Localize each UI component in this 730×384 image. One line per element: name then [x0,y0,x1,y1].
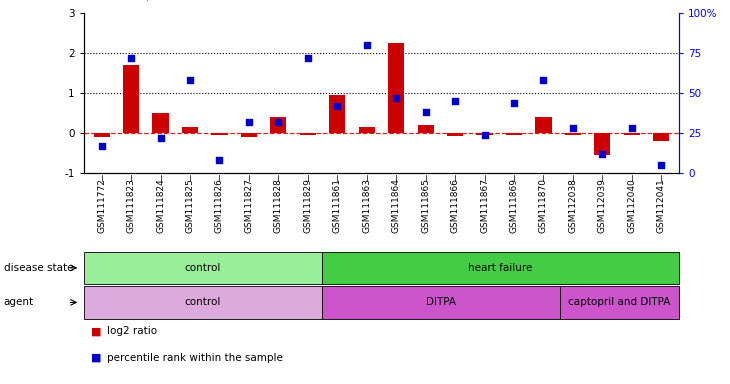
Text: GSM111861: GSM111861 [333,179,342,233]
Bar [211,133,228,135]
Point [361,42,372,48]
Text: DITPA: DITPA [426,297,456,308]
Bar [653,133,669,141]
Text: heart failure: heart failure [468,263,533,273]
Point [126,55,137,61]
Bar [560,286,679,319]
Point [302,55,314,61]
Text: agent: agent [4,297,34,308]
Point [155,135,166,141]
Text: GSM111866: GSM111866 [450,179,460,233]
Bar [506,133,522,135]
Text: percentile rank within the sample: percentile rank within the sample [107,353,283,362]
Text: GSM111867: GSM111867 [480,179,489,233]
Point [596,151,608,157]
Point [567,125,579,131]
Bar [329,95,345,133]
Point [96,142,107,149]
Point [626,125,637,131]
Point [184,77,196,83]
Point [537,77,549,83]
Text: GSM111863: GSM111863 [362,179,371,233]
Bar [623,133,640,135]
Text: disease state: disease state [4,263,73,273]
Text: GSM111772: GSM111772 [97,179,106,233]
Bar [84,286,322,319]
Point [243,119,255,125]
Bar [300,133,316,135]
Point [391,95,402,101]
Bar [241,133,257,137]
Text: GSM111829: GSM111829 [303,179,312,233]
Text: GSM111870: GSM111870 [539,179,548,233]
Text: ■: ■ [91,353,101,362]
Bar [84,252,322,284]
Text: GSM111824: GSM111824 [156,179,165,233]
Text: GSM111869: GSM111869 [510,179,518,233]
Bar [153,113,169,133]
Text: GSM111827: GSM111827 [245,179,253,233]
Bar [477,133,493,135]
Text: ■: ■ [91,326,101,336]
Point [272,119,284,125]
Point [656,162,667,168]
Bar [535,117,552,133]
Text: control: control [185,297,221,308]
Point [508,99,520,106]
Point [449,98,461,104]
Text: GSM111865: GSM111865 [421,179,430,233]
Point [331,103,343,109]
Text: GSM111828: GSM111828 [274,179,283,233]
Bar [388,43,404,133]
Text: GSM111826: GSM111826 [215,179,224,233]
Bar [322,286,560,319]
Text: GSM112040: GSM112040 [627,179,637,233]
Point [214,157,226,163]
Text: GSM111825: GSM111825 [185,179,194,233]
Bar [447,133,463,136]
Bar [93,133,110,137]
Point [420,109,431,115]
Bar [594,133,610,155]
Bar [270,117,286,133]
Text: control: control [185,263,221,273]
Bar [418,125,434,133]
Text: GDS2174 / 1625: GDS2174 / 1625 [84,0,187,2]
Bar [322,252,679,284]
Text: log2 ratio: log2 ratio [107,326,158,336]
Point [479,131,491,137]
Bar [182,127,198,133]
Bar [123,65,139,133]
Bar [565,133,581,135]
Text: GSM112041: GSM112041 [657,179,666,233]
Text: GSM111864: GSM111864 [392,179,401,233]
Text: GSM112038: GSM112038 [569,179,577,233]
Text: GSM112039: GSM112039 [598,179,607,233]
Text: captopril and DITPA: captopril and DITPA [568,297,671,308]
Text: GSM111823: GSM111823 [126,179,136,233]
Bar [358,127,374,133]
